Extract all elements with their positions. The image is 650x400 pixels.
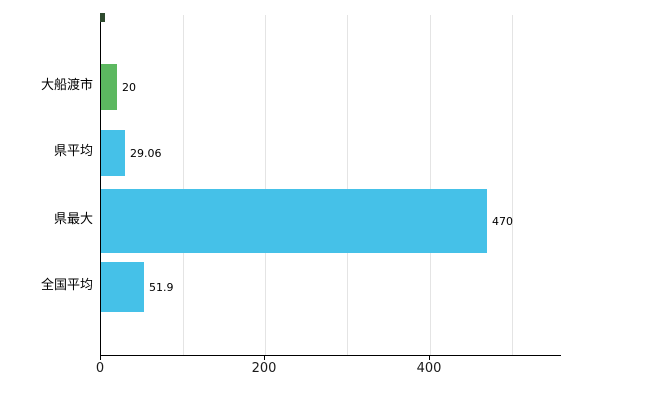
x-axis-tick [100, 356, 101, 360]
x-axis-tick [264, 356, 265, 360]
category-label: 全国平均 [40, 278, 93, 293]
bar-1 [101, 130, 125, 176]
gridline [183, 15, 184, 355]
x-tick-label: 400 [416, 361, 442, 376]
axis-origin-marker [100, 13, 105, 22]
gridline [512, 15, 513, 355]
x-tick-label: 0 [95, 361, 105, 376]
category-label: 県最大 [53, 212, 93, 227]
gridline [265, 15, 266, 355]
bar-3 [101, 262, 144, 312]
value-label: 29.06 [130, 147, 162, 160]
value-label: 51.9 [149, 281, 174, 294]
bar-2 [101, 189, 487, 253]
gridline [347, 15, 348, 355]
x-axis-tick [429, 356, 430, 360]
bar-0 [101, 64, 117, 110]
category-label: 大船渡市 [40, 78, 93, 93]
gridline [430, 15, 431, 355]
x-tick-label: 200 [251, 361, 277, 376]
value-label: 20 [122, 81, 136, 94]
value-label: 470 [492, 215, 513, 228]
category-label: 県平均 [53, 144, 93, 159]
plot-area: 20 29.06 470 51.9 [100, 15, 561, 356]
